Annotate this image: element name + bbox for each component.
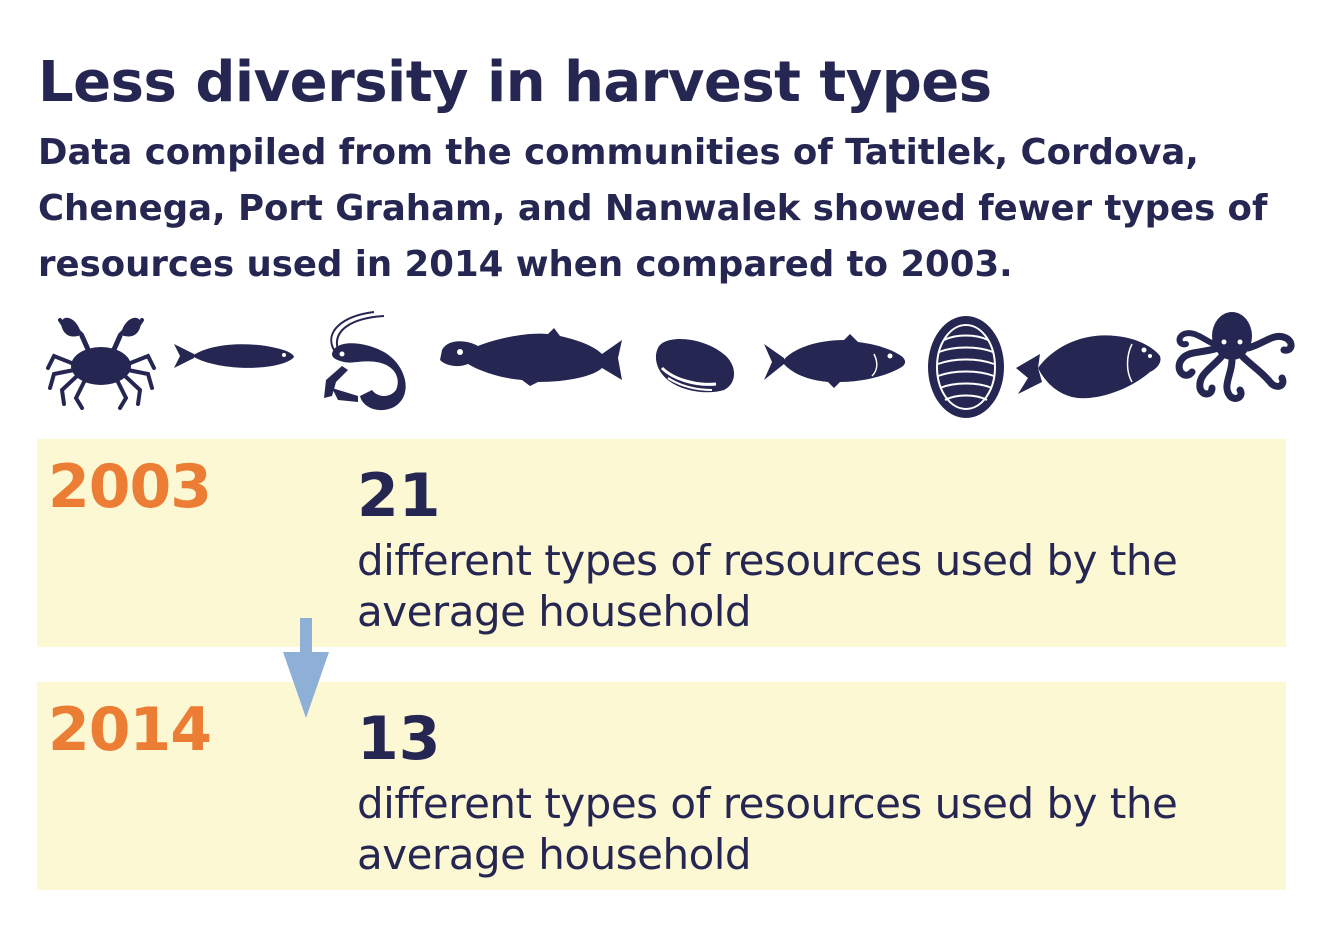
chiton-icon: [926, 314, 1006, 420]
salmon-icon: [438, 328, 624, 386]
comparison-panel-2003: 2003 21 different types of resources use…: [37, 439, 1286, 647]
down-arrow-icon: [282, 618, 330, 720]
crab-icon: [44, 306, 158, 410]
herring-icon: [172, 340, 296, 372]
resource-count: 21: [357, 461, 441, 531]
cod-icon: [762, 332, 908, 390]
year-label: 2003: [48, 452, 212, 522]
resource-description: different types of resources used by the…: [357, 779, 1178, 879]
mussel-icon: [654, 334, 736, 394]
resource-description: different types of resources used by the…: [357, 536, 1178, 636]
resource-count: 13: [357, 704, 441, 774]
page-title: Less diversity in harvest types: [38, 50, 992, 115]
shrimp-icon: [312, 310, 414, 412]
page-subtitle: Data compiled from the communities of Ta…: [38, 132, 1268, 285]
year-label: 2014: [48, 695, 212, 765]
halibut-icon: [1014, 328, 1162, 404]
octopus-icon: [1170, 310, 1296, 402]
comparison-panel-2014: 2014 13 different types of resources use…: [37, 682, 1286, 890]
